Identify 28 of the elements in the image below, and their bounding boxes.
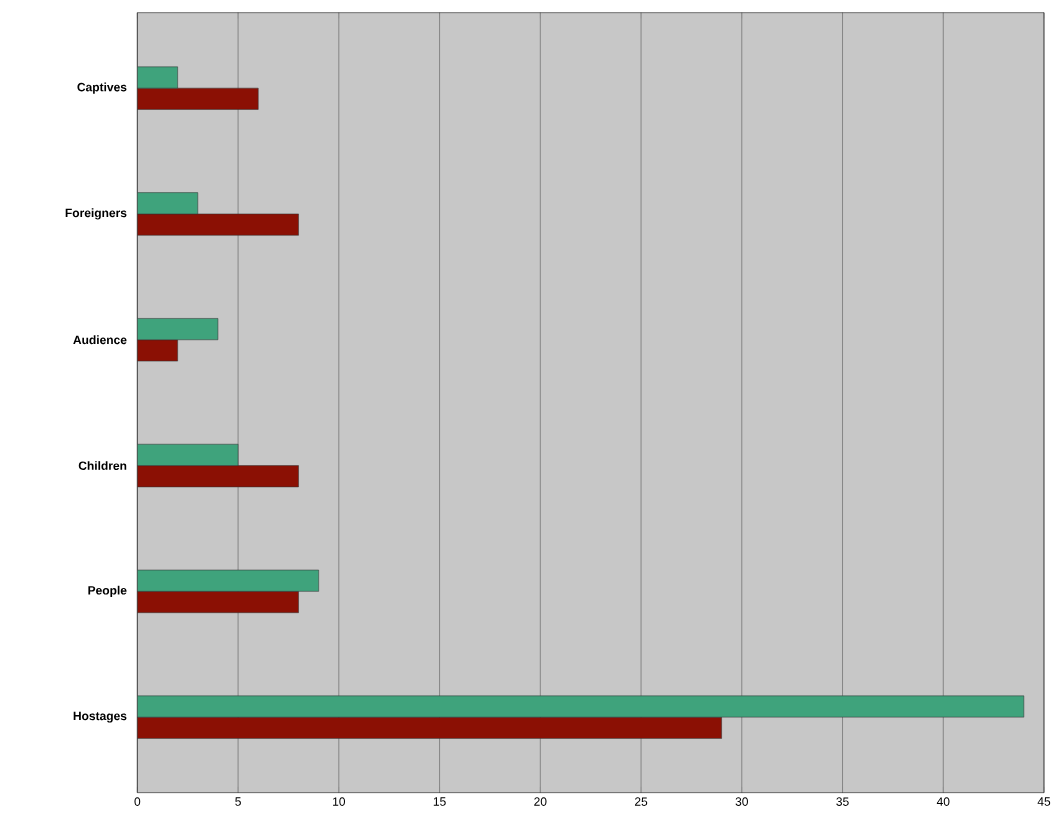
y-tick-label: Captives — [77, 82, 127, 94]
bar — [137, 192, 199, 215]
bar — [137, 339, 178, 362]
bar — [137, 591, 299, 613]
x-tick-label: 20 — [534, 797, 547, 806]
x-tick-label: 35 — [836, 797, 849, 806]
bar — [137, 87, 259, 110]
bar — [137, 569, 319, 592]
bar — [137, 318, 219, 341]
x-tick-label: 0 — [134, 797, 141, 806]
y-tick-label: People — [88, 585, 127, 597]
bar — [137, 443, 239, 466]
x-tick-label: 5 — [235, 797, 241, 806]
y-tick-label: Foreigners — [65, 208, 127, 220]
bar — [137, 213, 299, 236]
bar — [137, 465, 299, 488]
y-tick-label: Children — [78, 461, 127, 470]
x-tick-label: 10 — [333, 797, 346, 806]
x-tick-label: 45 — [1037, 797, 1051, 806]
y-tick-label: Hostages — [73, 711, 127, 723]
bar — [137, 66, 178, 89]
bar — [137, 695, 1025, 718]
x-tick-label: 15 — [433, 797, 446, 806]
bar — [137, 716, 722, 739]
x-tick-label: 40 — [936, 797, 950, 806]
y-tick-label: Audience — [73, 335, 127, 345]
x-tick-label: 30 — [735, 797, 748, 806]
x-tick-label: 25 — [634, 797, 648, 806]
